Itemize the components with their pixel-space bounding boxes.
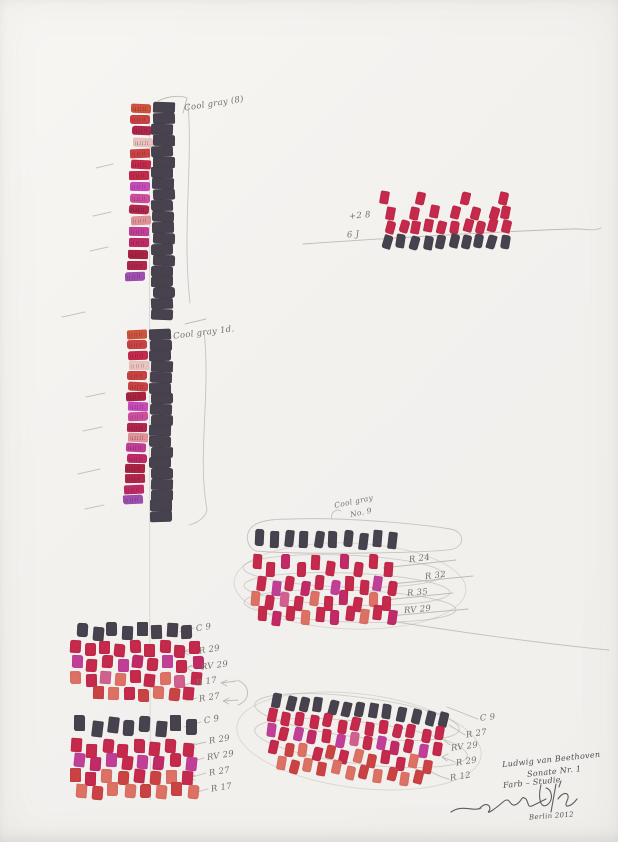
pointer-dashes <box>61 163 114 510</box>
top-right-baseline <box>302 227 602 245</box>
middle-leader-lines <box>382 559 474 617</box>
bl1-swap-arrow-r27 <box>222 697 239 705</box>
strip-a-curve <box>186 103 191 304</box>
artist-signature <box>450 780 578 813</box>
bl1-swap-arrow-r17 <box>220 679 237 687</box>
br-leader-lines <box>427 706 479 780</box>
middle-long-line <box>390 620 610 651</box>
br-outer-oval <box>236 691 482 791</box>
strip-b-tick <box>184 318 207 325</box>
middle-outline-connector <box>331 509 342 520</box>
br-r29-arrow <box>441 753 456 763</box>
br-row-ellipse-2 <box>254 717 468 769</box>
middle-row-ellipse-2 <box>243 572 451 606</box>
strip-b-curve <box>188 330 208 526</box>
bl1-leader-arrowheads <box>182 648 193 672</box>
bl1-swap-curve <box>236 679 249 706</box>
strip-a-bracket <box>157 95 188 114</box>
middle-gray-row-outline <box>246 518 463 554</box>
